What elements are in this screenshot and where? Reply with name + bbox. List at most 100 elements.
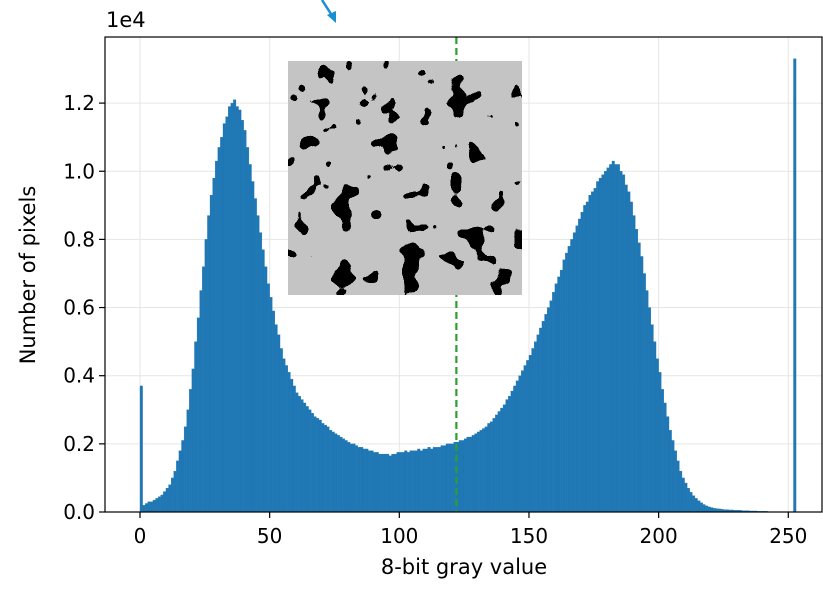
bar (581, 212, 584, 512)
bar (366, 449, 369, 512)
bar (184, 427, 187, 512)
bar (609, 164, 612, 512)
bar (506, 400, 509, 512)
bar (594, 188, 597, 512)
bar (322, 423, 325, 512)
bar (231, 103, 234, 512)
bar (539, 328, 542, 512)
bar (275, 325, 278, 512)
bar (213, 178, 216, 512)
bar (360, 447, 363, 512)
bar (194, 342, 197, 512)
bar (625, 185, 628, 512)
bar (628, 192, 631, 512)
axis-offset: 1e4 (106, 8, 146, 32)
bar (277, 335, 280, 512)
bar (558, 277, 561, 512)
bar (661, 389, 664, 512)
bar (485, 427, 488, 512)
bar (259, 233, 262, 512)
bar (565, 253, 568, 512)
y-tick-label: 1.2 (63, 91, 95, 115)
bar (244, 130, 247, 512)
bar (703, 505, 706, 512)
bar (285, 365, 288, 512)
bar (386, 454, 389, 512)
y-tick-label: 0.8 (63, 227, 95, 251)
bar (394, 454, 397, 512)
bar (363, 449, 366, 512)
bar (687, 488, 690, 512)
bar (570, 239, 573, 512)
x-tick-label: 250 (769, 524, 807, 548)
bar (493, 418, 496, 512)
bar (169, 485, 172, 512)
bar (568, 246, 571, 512)
bar (555, 284, 558, 512)
bar (267, 284, 270, 512)
bar (705, 506, 708, 512)
bar (591, 192, 594, 512)
bar (500, 408, 503, 512)
inset-image (288, 61, 522, 295)
bar (498, 411, 501, 512)
bar (428, 447, 431, 512)
bar (664, 403, 667, 512)
bar (233, 100, 236, 512)
bar (430, 449, 433, 512)
bar (376, 452, 379, 512)
bar (373, 452, 376, 512)
bar (202, 267, 205, 512)
bar (710, 508, 713, 512)
bar (220, 137, 223, 512)
bar (161, 495, 164, 512)
bar (181, 440, 184, 512)
bar (218, 147, 221, 512)
bar (327, 427, 330, 512)
bar (633, 216, 636, 512)
bar (163, 492, 166, 512)
bar (589, 195, 592, 512)
x-tick-label: 0 (134, 524, 147, 548)
bar (210, 195, 213, 512)
bar (578, 219, 581, 512)
bar (583, 205, 586, 512)
bar (425, 449, 428, 512)
bar (438, 447, 441, 512)
bar (402, 452, 405, 512)
bar (342, 439, 345, 512)
bar (487, 423, 490, 512)
bar (314, 417, 317, 512)
bar (635, 229, 638, 512)
bar (521, 371, 524, 512)
bar (264, 267, 267, 512)
bar (659, 372, 662, 512)
bar (187, 410, 190, 512)
bar (462, 440, 465, 512)
bar (272, 311, 275, 512)
bar (262, 250, 265, 512)
bar (150, 502, 153, 512)
bar (140, 386, 143, 512)
bar (612, 161, 615, 512)
bar (669, 430, 672, 512)
bar (469, 437, 472, 512)
bar (399, 452, 402, 512)
bar (347, 442, 350, 512)
bar (516, 381, 519, 512)
bar (337, 435, 340, 512)
bar (423, 449, 426, 512)
bar (607, 168, 610, 512)
bar (708, 507, 711, 512)
bar (174, 471, 177, 512)
bar (153, 500, 156, 512)
x-axis-label: 8-bit gray value (381, 555, 547, 579)
bar (519, 376, 522, 512)
bar (640, 256, 643, 512)
bar (283, 359, 286, 512)
bar (480, 430, 483, 512)
bar (441, 446, 444, 512)
bar (301, 400, 304, 512)
bar (638, 243, 641, 512)
bar (288, 372, 291, 512)
